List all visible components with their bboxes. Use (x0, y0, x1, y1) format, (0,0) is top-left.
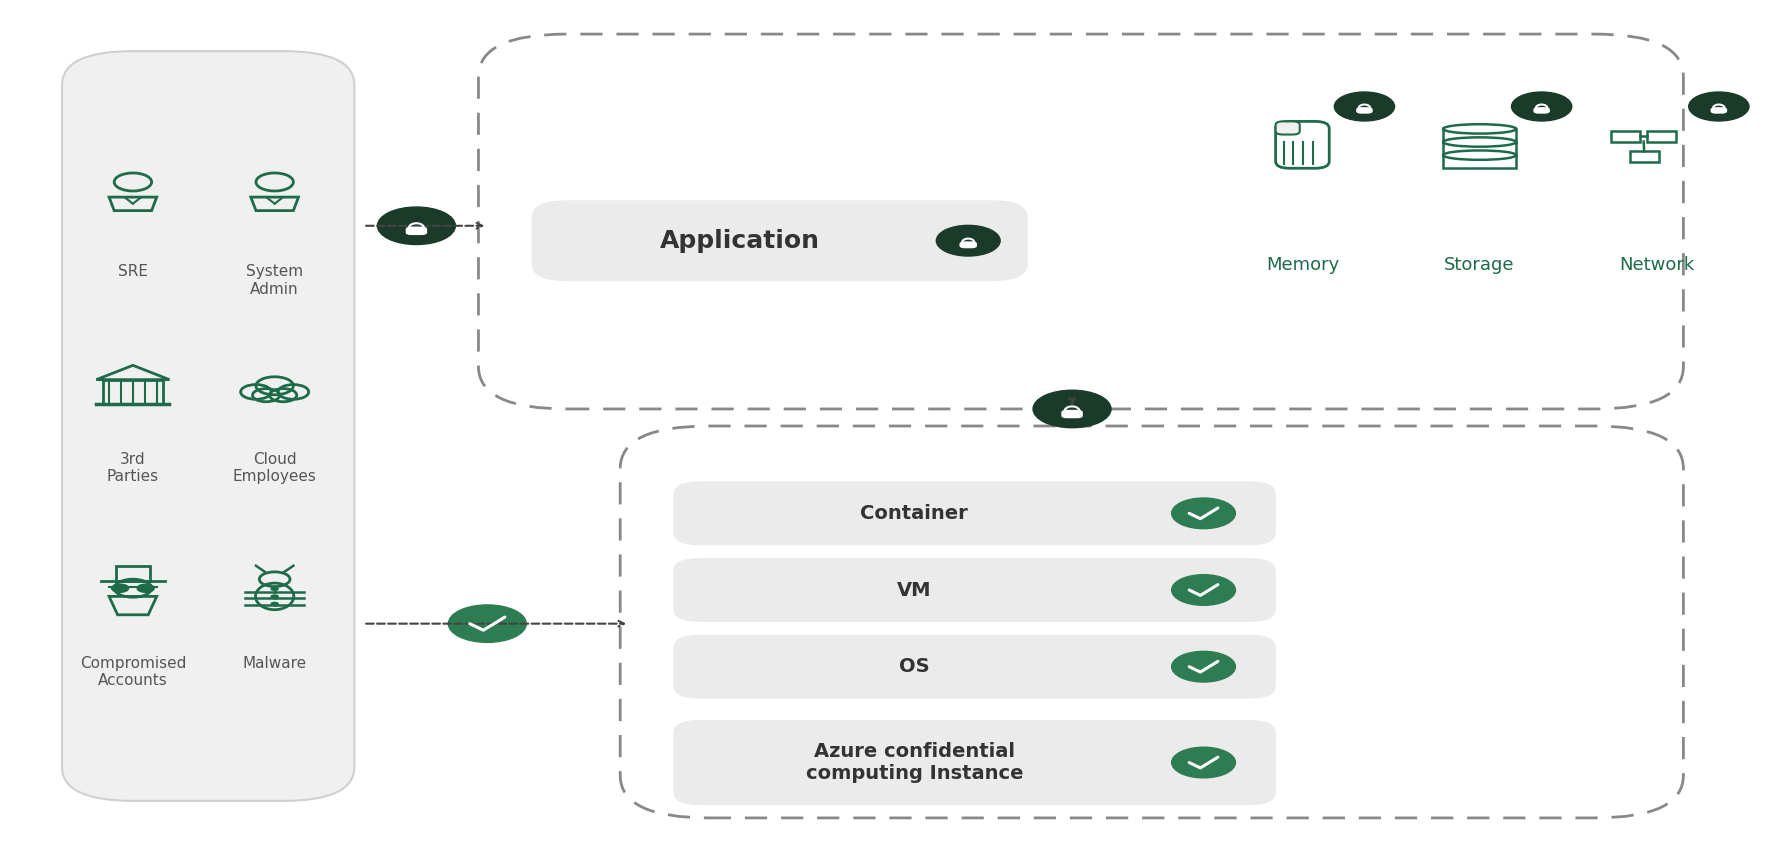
Circle shape (1171, 574, 1235, 605)
FancyBboxPatch shape (532, 200, 1028, 281)
Circle shape (1171, 651, 1235, 682)
FancyBboxPatch shape (1442, 129, 1517, 142)
Circle shape (271, 587, 278, 591)
Ellipse shape (1442, 137, 1517, 147)
Text: Azure confidential
computing Instance: Azure confidential computing Instance (806, 742, 1022, 783)
Circle shape (1171, 747, 1235, 778)
FancyBboxPatch shape (673, 635, 1276, 699)
FancyBboxPatch shape (673, 720, 1276, 805)
FancyBboxPatch shape (1533, 107, 1550, 113)
FancyBboxPatch shape (1710, 107, 1728, 113)
FancyBboxPatch shape (1061, 410, 1083, 418)
Text: Application: Application (659, 228, 820, 253)
Circle shape (271, 595, 278, 598)
FancyBboxPatch shape (1276, 122, 1299, 135)
FancyBboxPatch shape (959, 241, 976, 248)
Text: Compromised
Accounts: Compromised Accounts (80, 656, 186, 688)
FancyBboxPatch shape (1648, 131, 1676, 141)
FancyBboxPatch shape (673, 558, 1276, 622)
Circle shape (271, 602, 278, 606)
FancyBboxPatch shape (406, 227, 427, 235)
FancyBboxPatch shape (673, 481, 1276, 545)
FancyBboxPatch shape (1611, 131, 1641, 141)
Circle shape (936, 225, 999, 256)
Circle shape (1512, 92, 1572, 121)
Circle shape (1171, 498, 1235, 528)
Circle shape (377, 207, 455, 245)
FancyBboxPatch shape (1442, 155, 1517, 169)
Text: Malware: Malware (243, 656, 307, 671)
FancyBboxPatch shape (62, 51, 354, 801)
FancyBboxPatch shape (1356, 107, 1373, 113)
Circle shape (112, 584, 129, 592)
Ellipse shape (1442, 151, 1517, 160)
FancyBboxPatch shape (1630, 152, 1659, 162)
Text: Memory: Memory (1265, 256, 1340, 273)
Ellipse shape (1442, 124, 1517, 134)
Text: Cloud
Employees: Cloud Employees (232, 452, 317, 484)
Circle shape (1334, 92, 1395, 121)
Text: OS: OS (898, 657, 930, 676)
Text: VM: VM (897, 580, 932, 600)
Circle shape (448, 605, 526, 642)
Text: Container: Container (861, 504, 968, 523)
Circle shape (1033, 390, 1111, 428)
Text: Storage: Storage (1444, 256, 1515, 273)
Text: System
Admin: System Admin (246, 264, 303, 296)
Text: 3rd
Parties: 3rd Parties (106, 452, 159, 484)
Text: Network: Network (1620, 256, 1694, 273)
Circle shape (136, 584, 154, 592)
Circle shape (1689, 92, 1749, 121)
Text: SRE: SRE (119, 264, 147, 279)
FancyBboxPatch shape (1442, 142, 1517, 155)
FancyBboxPatch shape (1276, 121, 1329, 169)
